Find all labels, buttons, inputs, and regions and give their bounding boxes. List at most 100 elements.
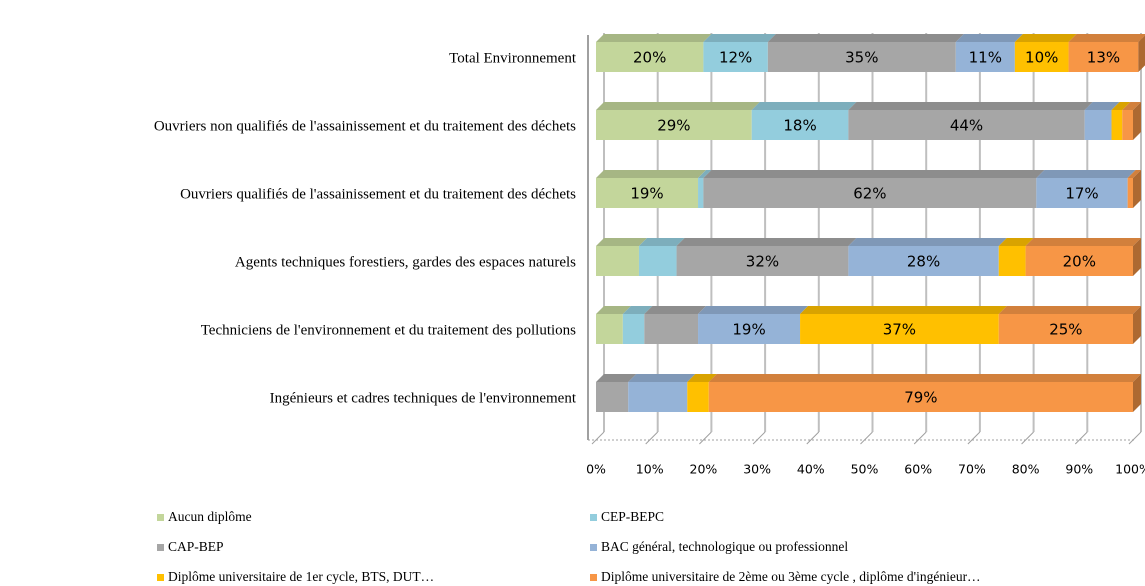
value-label: 79% bbox=[904, 389, 937, 407]
category-label: Ouvriers qualifiés de l'assainissement e… bbox=[180, 186, 576, 202]
bar-front bbox=[1084, 110, 1112, 140]
bar-front bbox=[1122, 110, 1133, 140]
bar-front bbox=[596, 246, 639, 276]
bar-top bbox=[596, 34, 712, 42]
x-tick-label: 70% bbox=[958, 462, 986, 477]
legend-label: CEP-BEPC bbox=[601, 509, 664, 524]
value-label: 35% bbox=[845, 49, 878, 67]
x-tick-label: 0% bbox=[586, 462, 606, 477]
legend-label: BAC général, technologique ou profession… bbox=[601, 539, 848, 554]
x-tick-label: 60% bbox=[904, 462, 932, 477]
bar-segment bbox=[644, 306, 707, 344]
floor-tick bbox=[752, 431, 766, 445]
bar-top bbox=[596, 238, 647, 246]
bar-segment bbox=[698, 170, 712, 208]
bar-front bbox=[622, 314, 645, 344]
bar-segment bbox=[1111, 102, 1131, 140]
x-tick-label: 10% bbox=[636, 462, 664, 477]
bar-front bbox=[848, 246, 999, 276]
value-label: 12% bbox=[719, 49, 752, 67]
floor-tick bbox=[806, 431, 820, 445]
bar-front bbox=[998, 314, 1133, 344]
bar-front bbox=[687, 382, 709, 412]
bar-top bbox=[800, 306, 1007, 314]
bar-front bbox=[596, 42, 704, 72]
bar-top bbox=[998, 238, 1034, 246]
bar-side bbox=[1133, 170, 1141, 208]
bar-front bbox=[1014, 42, 1069, 72]
bar-front bbox=[638, 246, 677, 276]
value-label: 17% bbox=[1065, 185, 1098, 203]
bar-side bbox=[1133, 102, 1141, 140]
bar-segment bbox=[596, 34, 712, 72]
value-label: 29% bbox=[657, 117, 690, 135]
bar-top bbox=[1014, 34, 1077, 42]
value-label: 19% bbox=[732, 321, 765, 339]
bar-front bbox=[676, 246, 849, 276]
legend-swatch bbox=[590, 514, 597, 521]
bar-segment bbox=[638, 238, 685, 276]
bar-segment bbox=[676, 238, 857, 276]
bar-top bbox=[1025, 238, 1141, 246]
bar-front bbox=[1127, 178, 1133, 208]
bar-front bbox=[596, 178, 699, 208]
value-label: 19% bbox=[630, 185, 663, 203]
value-label: 13% bbox=[1087, 49, 1120, 67]
bar-front bbox=[596, 314, 623, 344]
bar-side bbox=[1138, 35, 1145, 72]
bar-segment bbox=[1025, 238, 1141, 276]
x-tick-label: 90% bbox=[1065, 462, 1093, 477]
category-label: Total Environnement bbox=[449, 50, 577, 66]
bar-segment bbox=[800, 306, 1007, 344]
bar-side bbox=[1133, 374, 1141, 412]
floor-tick bbox=[967, 431, 981, 445]
bar-top bbox=[848, 238, 1007, 246]
x-tick-label: 30% bbox=[743, 462, 771, 477]
value-label: 10% bbox=[1025, 49, 1058, 67]
bar-segment bbox=[848, 102, 1093, 140]
bar-front bbox=[1068, 42, 1139, 72]
bar-segment bbox=[596, 374, 637, 412]
legend-label: Aucun diplôme bbox=[168, 509, 252, 524]
bar-front bbox=[708, 382, 1133, 412]
legend-swatch bbox=[590, 574, 597, 581]
bar-side bbox=[1133, 238, 1141, 276]
bar-segment bbox=[848, 238, 1007, 276]
value-label: 25% bbox=[1049, 321, 1082, 339]
bar-top bbox=[1127, 170, 1141, 178]
value-label: 20% bbox=[1063, 253, 1096, 271]
value-label: 28% bbox=[907, 253, 940, 271]
x-tick-label: 50% bbox=[851, 462, 879, 477]
bar-front bbox=[955, 42, 1015, 72]
bar-top bbox=[1084, 102, 1120, 110]
x-tick-label: 20% bbox=[690, 462, 718, 477]
bar-top bbox=[676, 238, 857, 246]
bar-segment bbox=[596, 102, 760, 140]
bar-segment bbox=[767, 34, 964, 72]
bar-segment bbox=[703, 34, 776, 72]
bar-front bbox=[1111, 110, 1123, 140]
bar-top bbox=[955, 34, 1023, 42]
bar-segment bbox=[596, 306, 631, 344]
bar-segment bbox=[698, 306, 809, 344]
bar-segment bbox=[708, 374, 1141, 412]
bar-segment bbox=[596, 238, 647, 276]
legend-swatch bbox=[157, 514, 164, 521]
bar-segment bbox=[1014, 34, 1077, 72]
value-label: 20% bbox=[633, 49, 666, 67]
bar-top bbox=[1036, 170, 1136, 178]
bar-front bbox=[767, 42, 956, 72]
bar-segment bbox=[955, 34, 1023, 72]
bar-segment bbox=[998, 306, 1141, 344]
bar-top bbox=[596, 102, 760, 110]
bar-side bbox=[1133, 306, 1141, 344]
bar-front bbox=[698, 314, 801, 344]
bar-top bbox=[708, 374, 1141, 382]
category-label: Ingénieurs et cadres techniques de l'env… bbox=[270, 390, 577, 406]
legend-label: Diplôme universitaire de 1er cycle, BTS,… bbox=[168, 569, 434, 584]
bar-front bbox=[800, 314, 999, 344]
bar-top bbox=[644, 306, 707, 314]
bar-segment bbox=[687, 374, 717, 412]
bar-top bbox=[687, 374, 717, 382]
